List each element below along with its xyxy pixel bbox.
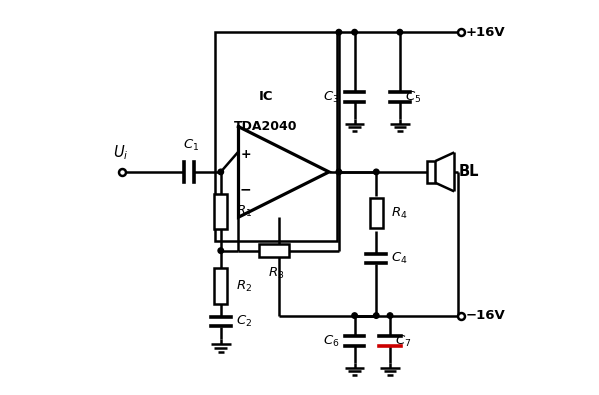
- Text: −16V: −16V: [465, 309, 506, 322]
- Circle shape: [218, 169, 223, 175]
- Text: IC: IC: [259, 90, 273, 103]
- Text: $C_3$: $C_3$: [323, 90, 340, 105]
- Text: BL: BL: [459, 164, 479, 179]
- Bar: [370, 198, 383, 228]
- Circle shape: [374, 169, 379, 175]
- Text: $R_3$: $R_3$: [268, 266, 284, 282]
- Bar: [259, 245, 289, 257]
- Circle shape: [352, 313, 358, 318]
- Circle shape: [397, 30, 403, 35]
- Text: +: +: [240, 148, 251, 161]
- Bar: [426, 161, 435, 183]
- Circle shape: [336, 30, 341, 35]
- Circle shape: [388, 313, 393, 318]
- Bar: [215, 32, 337, 241]
- Text: TDA2040: TDA2040: [234, 120, 298, 133]
- Text: $C_4$: $C_4$: [391, 251, 408, 266]
- Text: $C_2$: $C_2$: [236, 314, 252, 329]
- Circle shape: [352, 30, 358, 35]
- Text: $R_4$: $R_4$: [391, 206, 408, 221]
- Text: $C_7$: $C_7$: [395, 334, 411, 349]
- Circle shape: [218, 248, 223, 254]
- Text: +16V: +16V: [465, 26, 505, 39]
- Circle shape: [336, 169, 341, 175]
- Text: $C_1$: $C_1$: [183, 138, 199, 153]
- Text: $R_2$: $R_2$: [236, 278, 252, 293]
- Text: $C_6$: $C_6$: [323, 334, 340, 349]
- Bar: [214, 268, 227, 304]
- Bar: [214, 194, 227, 229]
- Text: $U_i$: $U_i$: [113, 143, 128, 162]
- Text: −: −: [240, 182, 252, 196]
- Text: $R_1$: $R_1$: [236, 204, 252, 219]
- Text: $C_5$: $C_5$: [404, 90, 421, 105]
- Circle shape: [374, 313, 379, 318]
